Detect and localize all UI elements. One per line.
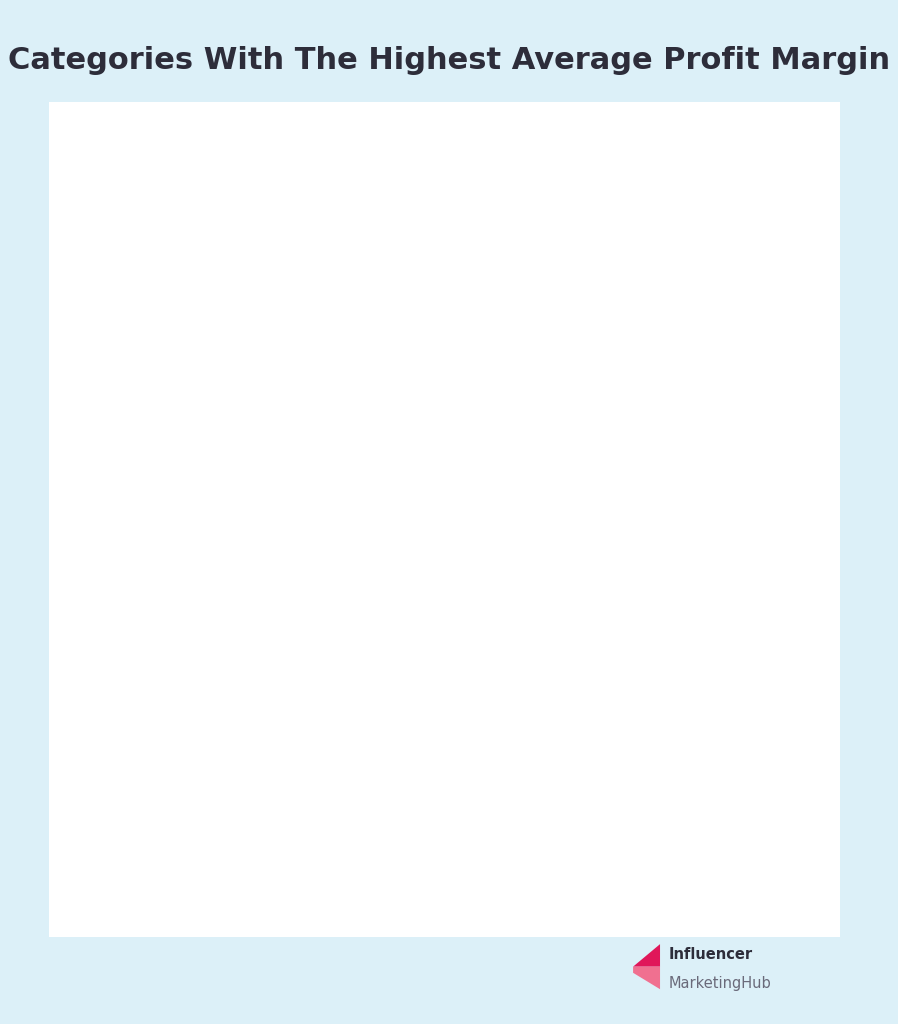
Text: 13%: 13% bbox=[404, 791, 447, 809]
Text: 17%: 17% bbox=[461, 485, 504, 504]
Text: 13%: 13% bbox=[404, 867, 447, 885]
Text: 20%: 20% bbox=[504, 333, 547, 351]
Bar bbox=[269, 701, 496, 745]
Text: 18%: 18% bbox=[475, 409, 518, 427]
Text: Influencer: Influencer bbox=[669, 947, 753, 962]
Text: 16%: 16% bbox=[447, 638, 490, 656]
Text: MarketingHub: MarketingHub bbox=[669, 976, 771, 990]
Bar bbox=[269, 472, 510, 516]
Bar bbox=[269, 167, 764, 211]
Bar bbox=[269, 854, 453, 898]
Bar bbox=[269, 625, 496, 669]
Text: 26%: 26% bbox=[588, 256, 631, 274]
Bar bbox=[269, 319, 552, 364]
Bar bbox=[269, 244, 638, 288]
Bar bbox=[269, 549, 496, 593]
Text: 16%: 16% bbox=[447, 714, 490, 732]
Text: 35%: 35% bbox=[716, 180, 759, 198]
Text: 16%: 16% bbox=[447, 561, 490, 580]
Text: Categories With The Highest Average Profit Margin: Categories With The Highest Average Prof… bbox=[8, 46, 890, 75]
Bar bbox=[269, 396, 524, 440]
Bar bbox=[269, 777, 453, 821]
